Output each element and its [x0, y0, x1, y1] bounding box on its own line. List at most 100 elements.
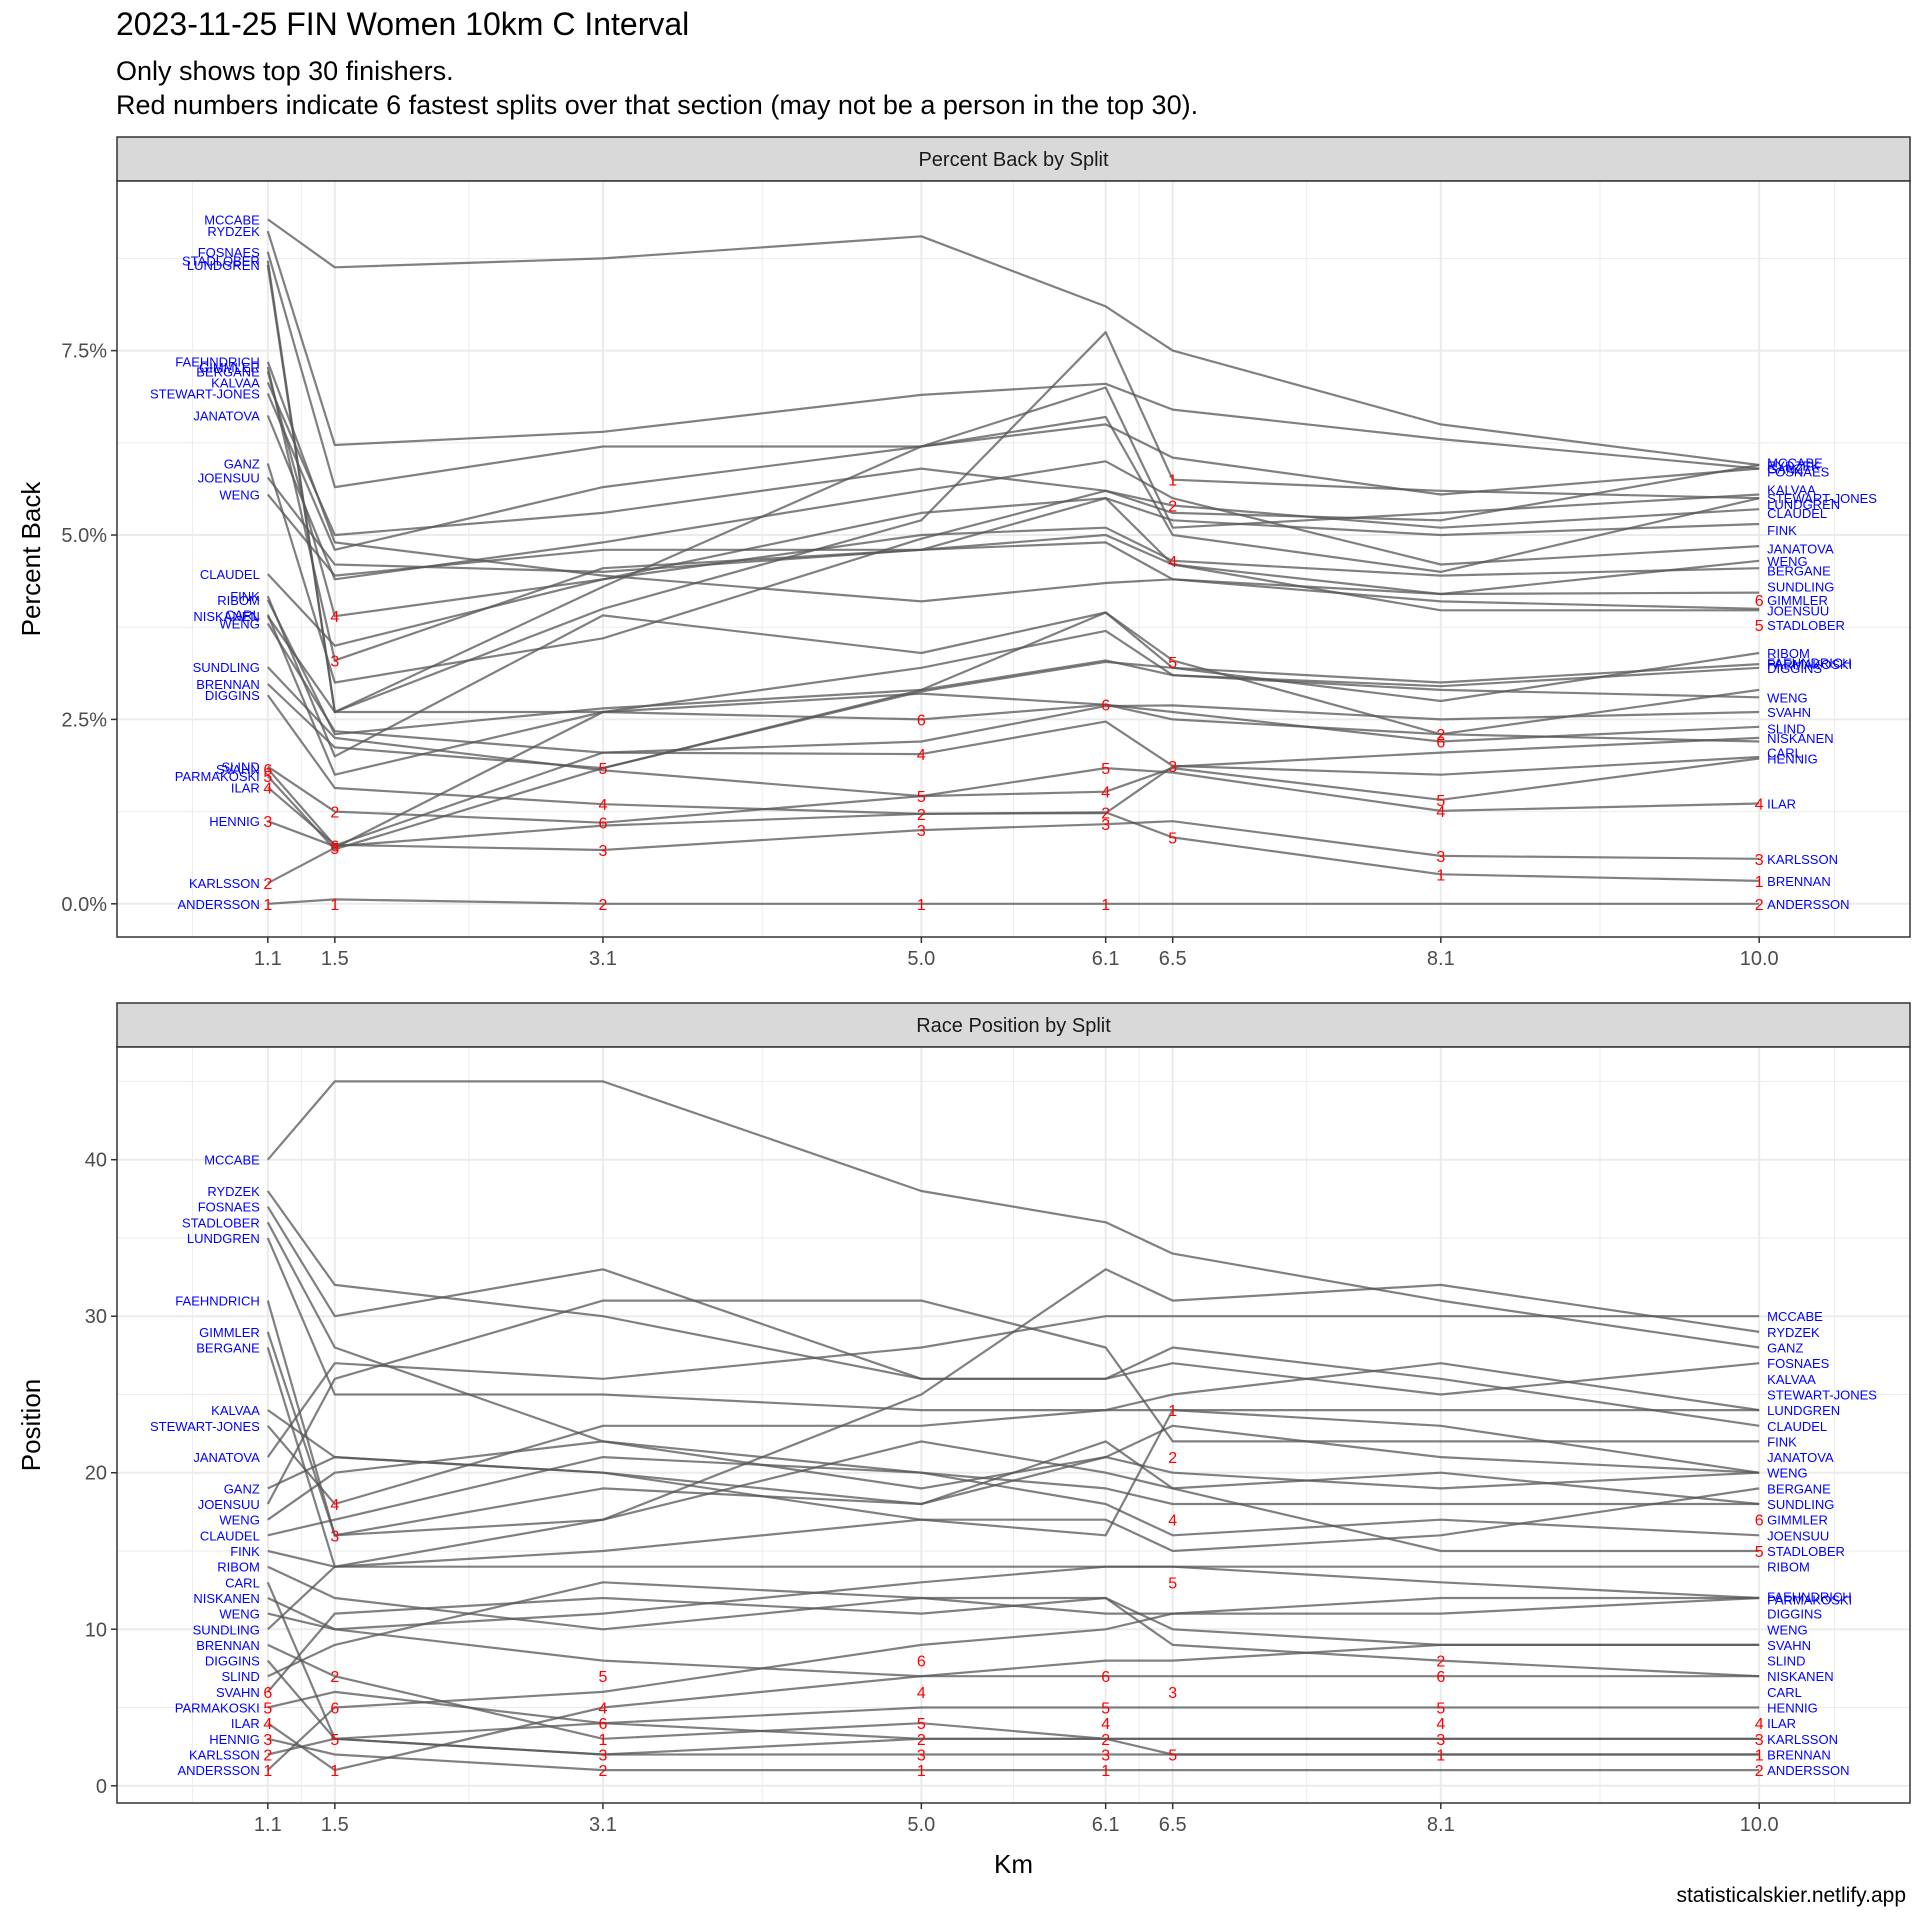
- athlete-label-left: NISKANEN: [193, 609, 259, 624]
- athlete-label-left: FOSNAES: [198, 1200, 260, 1215]
- name-labels-right: MCCABERYDZEKGANZFOSNAESKALVAASTEWART-JON…: [1767, 1309, 1877, 1778]
- athlete-label-left: SVAHN: [216, 1685, 260, 1700]
- split-rank-label: 3: [330, 653, 339, 670]
- x-tick-label: 8.1: [1427, 1814, 1455, 1836]
- athlete-label-right: BERGANE: [1767, 1481, 1831, 1496]
- athlete-label-right: KARLSSON: [1767, 852, 1838, 867]
- series-line-17: [266, 493, 1760, 596]
- split-rank-label: 5: [1755, 618, 1764, 635]
- athlete-label-left: ANDERSSON: [177, 1763, 259, 1778]
- series-line-16: [266, 497, 1760, 647]
- split-rank-label: 5: [263, 769, 272, 786]
- series-line-22: [267, 1409, 1760, 1506]
- split-rank-label: 2: [1101, 805, 1110, 822]
- split-rank-label: 3: [599, 1747, 608, 1764]
- athlete-label-left: HENNIG: [209, 814, 260, 829]
- athlete-label-right: RIBOM: [1767, 1560, 1810, 1575]
- split-rank-label: 5: [1168, 655, 1177, 672]
- athlete-label-left: LUNDGREN: [187, 1231, 260, 1246]
- athlete-label-right: GIMMLER: [1767, 1513, 1828, 1528]
- source-caption: statisticalskier.netlify.app: [1676, 1884, 1906, 1907]
- athlete-label-left: ANDERSSON: [177, 897, 259, 912]
- split-rank-label: 6: [917, 712, 926, 729]
- athlete-label-right: RYDZEK: [1767, 1325, 1820, 1340]
- split-rank-label: 1: [330, 897, 339, 914]
- athlete-label-left: DIGGINS: [205, 688, 260, 703]
- split-rank-label: 5: [1755, 1544, 1764, 1561]
- split-rank-label: 6: [1755, 1513, 1764, 1530]
- series-line-30: [266, 1080, 1760, 1349]
- series-line-29: [266, 1190, 1760, 1396]
- split-rank-label: 5: [330, 841, 339, 858]
- athlete-label-left: BERGANE: [196, 364, 260, 379]
- facet-title: Percent Back by Split: [918, 149, 1109, 171]
- athlete-label-left: WENG: [219, 1513, 259, 1528]
- series-line-23: [266, 371, 1760, 618]
- athlete-label-left: WENG: [219, 487, 259, 502]
- split-rank-label: 6: [1101, 1669, 1110, 1686]
- series-line-30: [267, 218, 1760, 467]
- split-rank-label: 4: [330, 1497, 339, 1514]
- split-rank-label: 4: [263, 780, 272, 797]
- series-line-8: [266, 1659, 1760, 1740]
- x-tick-label: 6.1: [1092, 948, 1120, 970]
- athlete-label-right: BRENNAN: [1767, 874, 1831, 889]
- split-rank-label: 3: [1755, 1732, 1764, 1749]
- athlete-label-right: ANDERSSON: [1767, 1763, 1849, 1778]
- series-line-15: [267, 1549, 1760, 1568]
- athlete-label-right: RIBOM: [1767, 646, 1810, 661]
- split-rank-label: 5: [263, 1701, 272, 1718]
- x-tick-label: 1.5: [321, 948, 349, 970]
- athlete-label-left: FINK: [230, 1544, 260, 1559]
- series-line-19: [266, 463, 1760, 684]
- split-rank-label: 6: [1755, 593, 1764, 610]
- y-tick-label: 0: [96, 1776, 107, 1798]
- athlete-label-left: FOSNAES: [198, 245, 260, 260]
- split-rank-label: 1: [1168, 473, 1177, 490]
- split-rank-label: 2: [1436, 727, 1445, 744]
- series-line-9: [266, 694, 1760, 815]
- athlete-label-right: HENNIG: [1767, 752, 1818, 767]
- athlete-label-left: DIGGINS: [205, 1654, 260, 1669]
- split-rank-label: 2: [263, 1747, 272, 1764]
- athlete-label-right: WENG: [1767, 554, 1807, 569]
- athlete-label-left: GANZ: [224, 1481, 260, 1496]
- split-rank-label: 1: [1101, 1763, 1110, 1780]
- series-line-10: [267, 1487, 1760, 1631]
- series-line-25: [266, 361, 1760, 603]
- athlete-label-right: SUNDLING: [1767, 580, 1834, 595]
- rank-labels: 1234561234562314561325461324561234551234…: [263, 1403, 1763, 1780]
- athlete-label-left: WENG: [219, 617, 259, 632]
- athlete-label-left: BRENNAN: [196, 677, 260, 692]
- split-rank-label: 3: [917, 823, 926, 840]
- panel-1: Percent Back by SplitMCCABERYDZEKFOSNAES…: [16, 136, 1911, 970]
- split-rank-label: 4: [1755, 1716, 1764, 1733]
- athlete-label-right: WENG: [1767, 1622, 1807, 1637]
- series-lines: [266, 1080, 1760, 1772]
- split-rank-label: 4: [1436, 804, 1445, 821]
- series-line-14: [266, 599, 1760, 736]
- split-rank-label: 2: [599, 1763, 608, 1780]
- y-tick-label: 20: [85, 1463, 107, 1485]
- x-tick-label: 5.0: [907, 948, 935, 970]
- y-tick-label: 7.5%: [61, 341, 107, 363]
- athlete-label-right: GANZ: [1767, 1341, 1803, 1356]
- athlete-label-right: FAEHNDRICH: [1767, 1589, 1852, 1604]
- split-rank-label: 5: [1168, 830, 1177, 847]
- split-rank-label: 2: [1755, 897, 1764, 914]
- athlete-label-right: SLIND: [1767, 1654, 1805, 1669]
- x-axis-title: Km: [994, 1849, 1033, 1879]
- series-line-11: [267, 1565, 1760, 1631]
- athlete-label-left: NISKANEN: [193, 1591, 259, 1606]
- split-rank-label: 3: [263, 814, 272, 831]
- athlete-label-left: STEWART-JONES: [150, 386, 260, 401]
- athlete-label-left: CLAUDEL: [200, 1528, 260, 1543]
- split-rank-label: 3: [917, 1747, 926, 1764]
- athlete-label-left: SLIND: [222, 1669, 260, 1684]
- chart-subtitle: Only shows top 30 finishers. Red numbers…: [116, 54, 1198, 122]
- split-rank-label: 2: [917, 1732, 926, 1749]
- series-line-1: [267, 1596, 1760, 1771]
- split-rank-label: 4: [1168, 1513, 1177, 1530]
- split-rank-label: 2: [1755, 1763, 1764, 1780]
- series-line-13: [266, 1581, 1760, 1756]
